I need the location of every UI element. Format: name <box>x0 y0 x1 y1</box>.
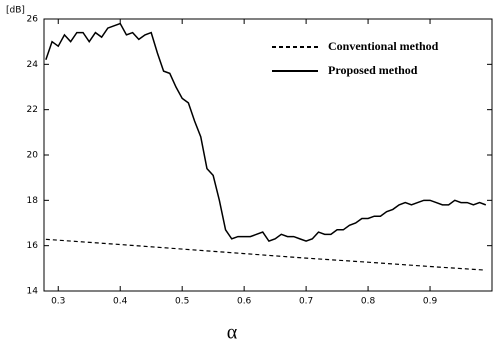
line-series <box>45 238 486 271</box>
y-tick-label: 22 <box>27 105 38 115</box>
y-unit-label: [dB] <box>6 6 25 16</box>
y-tick-label: 18 <box>27 196 39 206</box>
x-tick-label: 0.8 <box>361 297 376 307</box>
x-tick-label: 0.9 <box>423 297 438 307</box>
y-tick-label: 16 <box>27 241 39 251</box>
y-tick-label: 14 <box>27 287 39 297</box>
x-tick-label: 0.4 <box>113 297 128 307</box>
legend-label: Conventional method <box>328 39 439 53</box>
y-tick-label: 24 <box>27 60 39 70</box>
x-tick-label: 0.6 <box>237 297 252 307</box>
y-tick-label: 26 <box>27 15 39 25</box>
y-tick-label: 20 <box>27 151 39 161</box>
legend-label: Proposed method <box>328 63 418 77</box>
x-tick-label: 0.3 <box>51 297 65 307</box>
line-series <box>45 22 487 243</box>
plot-frame <box>43 18 493 292</box>
x-axis-label: α <box>227 322 238 344</box>
x-tick-label: 0.5 <box>175 297 189 307</box>
x-tick-label: 0.7 <box>299 297 313 307</box>
